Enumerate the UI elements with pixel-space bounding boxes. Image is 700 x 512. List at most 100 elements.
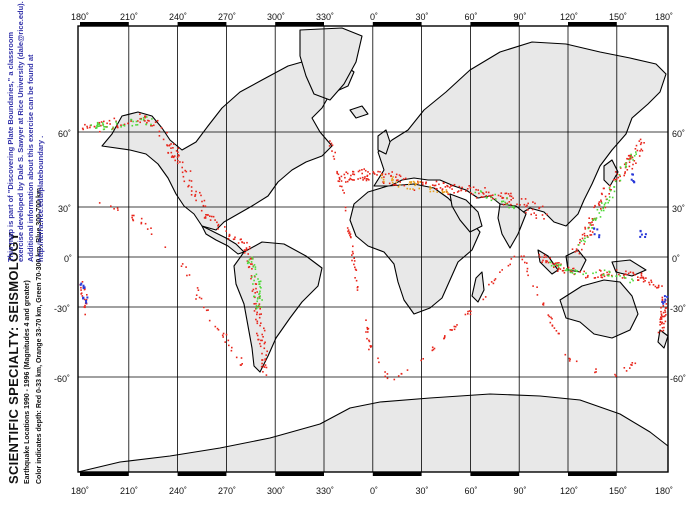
earthquake-dot — [557, 266, 560, 268]
earthquake-dot — [640, 148, 643, 151]
earthquake-dot — [429, 188, 431, 190]
earthquake-dot — [203, 217, 206, 219]
earthquake-dot — [181, 263, 184, 265]
earthquake-dot — [263, 329, 266, 332]
earthquake-dot — [150, 124, 152, 127]
earthquake-dot — [581, 233, 584, 236]
earthquake-dot — [576, 250, 579, 252]
earthquake-dot — [608, 187, 611, 189]
earthquake-dot — [170, 143, 172, 145]
earthquake-dot — [96, 121, 99, 124]
earthquake-dot — [592, 272, 594, 275]
earthquake-dot — [148, 120, 150, 122]
earthquake-dot — [130, 120, 132, 122]
earthquake-dot — [480, 196, 483, 198]
earthquake-dot — [623, 367, 626, 369]
earthquake-dot — [80, 289, 82, 291]
earthquake-dot — [594, 277, 597, 279]
earthquake-dot — [641, 276, 643, 279]
earthquake-dot — [490, 199, 493, 202]
earthquake-dot — [526, 267, 529, 270]
earthquake-dot — [490, 194, 492, 197]
earthquake-dot — [449, 329, 452, 331]
earthquake-dot — [184, 169, 186, 172]
earthquake-dot — [263, 327, 265, 330]
earthquake-dot — [485, 191, 488, 193]
borneo — [565, 249, 587, 273]
earthquake-dot — [556, 264, 558, 267]
earthquake-dot — [584, 240, 586, 243]
earthquake-dot — [250, 277, 252, 280]
earthquake-dot — [526, 270, 528, 273]
earthquake-dot — [104, 126, 106, 128]
earthquake-dot — [510, 195, 513, 198]
earthquake-dot — [436, 188, 438, 190]
earthquake-dot — [639, 150, 641, 152]
earthquake-dot — [595, 368, 597, 370]
earthquake-dot — [122, 124, 125, 126]
earthquake-dot — [120, 124, 122, 126]
earthquake-dot — [346, 227, 349, 229]
earthquake-dot — [441, 190, 444, 192]
earthquake-dot — [501, 269, 503, 271]
earthquake-dot — [217, 228, 219, 230]
earthquake-dot — [439, 187, 442, 189]
earthquake-dot — [431, 184, 434, 186]
earthquake-dot — [345, 171, 348, 173]
earthquake-dot — [328, 145, 331, 147]
earthquake-dot — [225, 230, 227, 232]
earthquake-dot — [189, 170, 192, 172]
earthquake-dot — [131, 124, 134, 127]
lon-label: 270˚ — [218, 486, 236, 496]
earthquake-dot — [600, 208, 602, 210]
earthquake-dot — [618, 174, 621, 176]
earthquake-dot — [388, 172, 390, 175]
earthquake-dot — [412, 188, 414, 190]
earthquake-dot — [451, 329, 453, 331]
earthquake-dot — [260, 339, 262, 342]
earthquake-dot — [144, 115, 146, 118]
earthquake-dot — [619, 166, 622, 168]
earthquake-dot — [447, 192, 449, 194]
earthquake-dot — [353, 173, 356, 176]
earthquake-dot — [604, 202, 607, 204]
earthquake-dot — [173, 155, 176, 157]
earthquake-dot — [422, 181, 424, 184]
earthquake-dot — [431, 349, 434, 352]
earthquake-dot — [164, 246, 167, 248]
earthquake-dot — [585, 272, 587, 274]
earthquake-dot — [453, 325, 456, 328]
earthquake-dot — [140, 221, 143, 224]
earthquake-dot — [557, 268, 560, 271]
earthquake-dot — [354, 268, 357, 271]
lon-label: 270˚ — [218, 12, 236, 22]
earthquake-dot — [432, 190, 435, 193]
earthquake-dot — [661, 321, 663, 324]
earthquake-dot — [478, 192, 480, 195]
earthquake-dot — [261, 359, 264, 361]
earthquake-dot — [449, 186, 451, 189]
earthquake-dot — [615, 178, 618, 181]
earthquake-dot — [625, 370, 628, 372]
earthquake-dot — [348, 232, 350, 235]
earthquake-dot — [562, 269, 565, 272]
earthquake-dot — [616, 173, 619, 176]
earthquake-dot — [206, 214, 208, 216]
earthquake-dot — [541, 261, 543, 263]
earthquake-dot — [199, 191, 201, 194]
frame-tick — [470, 472, 520, 476]
earthquake-dot — [548, 315, 551, 318]
earthquake-dot — [217, 223, 220, 226]
earthquake-dot — [601, 202, 603, 204]
earthquake-dot — [502, 200, 505, 203]
earthquake-dot — [542, 259, 544, 262]
earthquake-dot — [205, 214, 207, 216]
earthquake-dot — [624, 162, 627, 164]
earthquake-dot — [194, 195, 196, 197]
earthquake-dot — [558, 267, 560, 269]
earthquake-dot — [384, 375, 386, 378]
credit-line: exercise developed by Dale S. Sawyer at … — [16, 1, 25, 262]
earthquake-dot — [557, 332, 560, 335]
earthquake-dot — [170, 156, 173, 158]
earthquake-dot — [583, 270, 585, 273]
